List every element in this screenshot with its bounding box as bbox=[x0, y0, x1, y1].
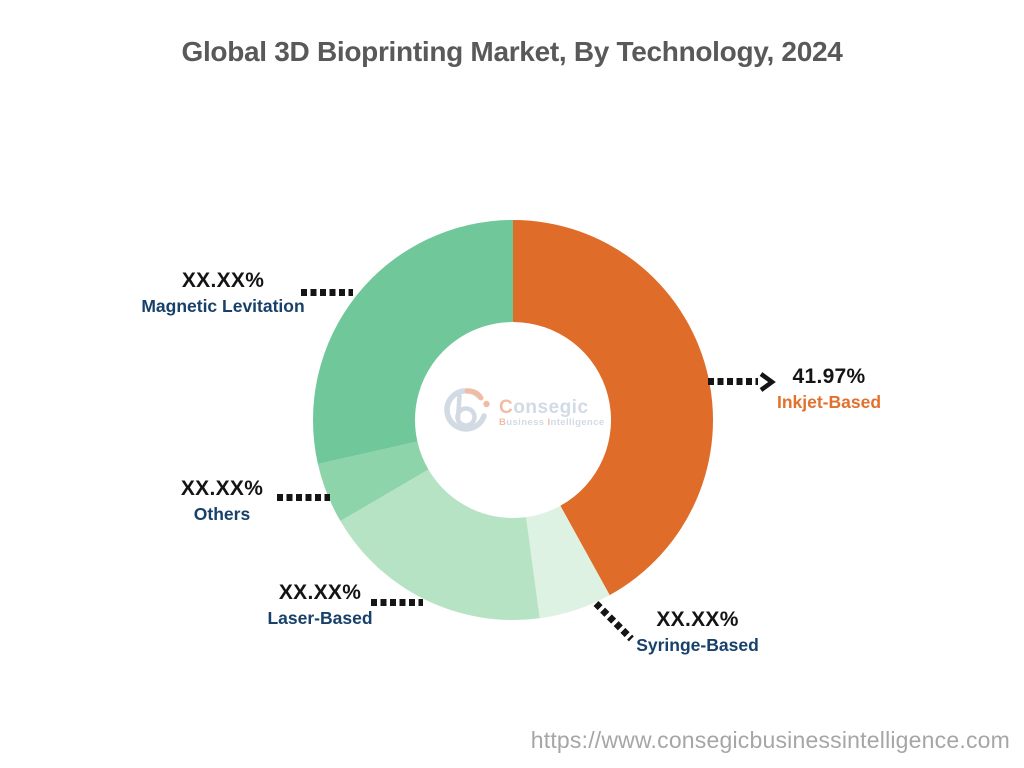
chart-title: Global 3D Bioprinting Market, By Technol… bbox=[181, 36, 843, 67]
others-value: XX.XX% bbox=[180, 477, 264, 500]
syringe-based-label: Syringe-Based bbox=[636, 635, 759, 655]
logo-tagline: Business Intelligence bbox=[499, 417, 605, 429]
laser-based-label: Laser-Based bbox=[267, 608, 373, 628]
magnetic-levitation-value: XX.XX% bbox=[181, 269, 265, 292]
callout-syringe-based: XX.XX% Syringe-Based bbox=[625, 608, 770, 656]
donut-segment-syringe-based bbox=[526, 505, 610, 619]
donut-segment-laser-based bbox=[340, 469, 540, 620]
others-label: Others bbox=[193, 504, 251, 524]
leader-dots-others bbox=[277, 494, 330, 501]
callout-laser-based: XX.XX% Laser-Based bbox=[250, 581, 390, 629]
consegic-logo-icon bbox=[440, 383, 492, 444]
magnetic-levitation-label: Magnetic Levitation bbox=[141, 296, 305, 316]
source-url: https://www.consegicbusinessintelligence… bbox=[530, 727, 1010, 753]
laser-based-value: XX.XX% bbox=[278, 581, 362, 604]
arrow-right-icon bbox=[757, 371, 777, 398]
donut-segment-inkjet-based bbox=[513, 220, 713, 596]
donut-segment-magnetic-levitation bbox=[313, 220, 513, 464]
inkjet-based-value: 41.97% bbox=[792, 365, 866, 388]
callout-inkjet-based: 41.97% Inkjet-Based bbox=[765, 365, 893, 413]
consegic-logo-text: Consegic Business Intelligence bbox=[499, 396, 605, 429]
donut-segment-others bbox=[317, 441, 429, 522]
inkjet-based-label: Inkjet-Based bbox=[776, 392, 882, 412]
leader-dots-laser-based bbox=[371, 599, 423, 606]
logo-brand-name: Consegic bbox=[499, 396, 589, 418]
callout-magnetic-levitation: XX.XX% Magnetic Levitation bbox=[118, 269, 328, 317]
donut-chart bbox=[313, 220, 713, 620]
leader-dots-inkjet-based bbox=[708, 378, 758, 385]
consegic-logo: Consegic Business Intelligence bbox=[440, 382, 620, 444]
leader-dots-magnetic-levitation bbox=[301, 289, 353, 296]
syringe-based-value: XX.XX% bbox=[656, 608, 739, 631]
callout-others: XX.XX% Others bbox=[152, 477, 292, 525]
